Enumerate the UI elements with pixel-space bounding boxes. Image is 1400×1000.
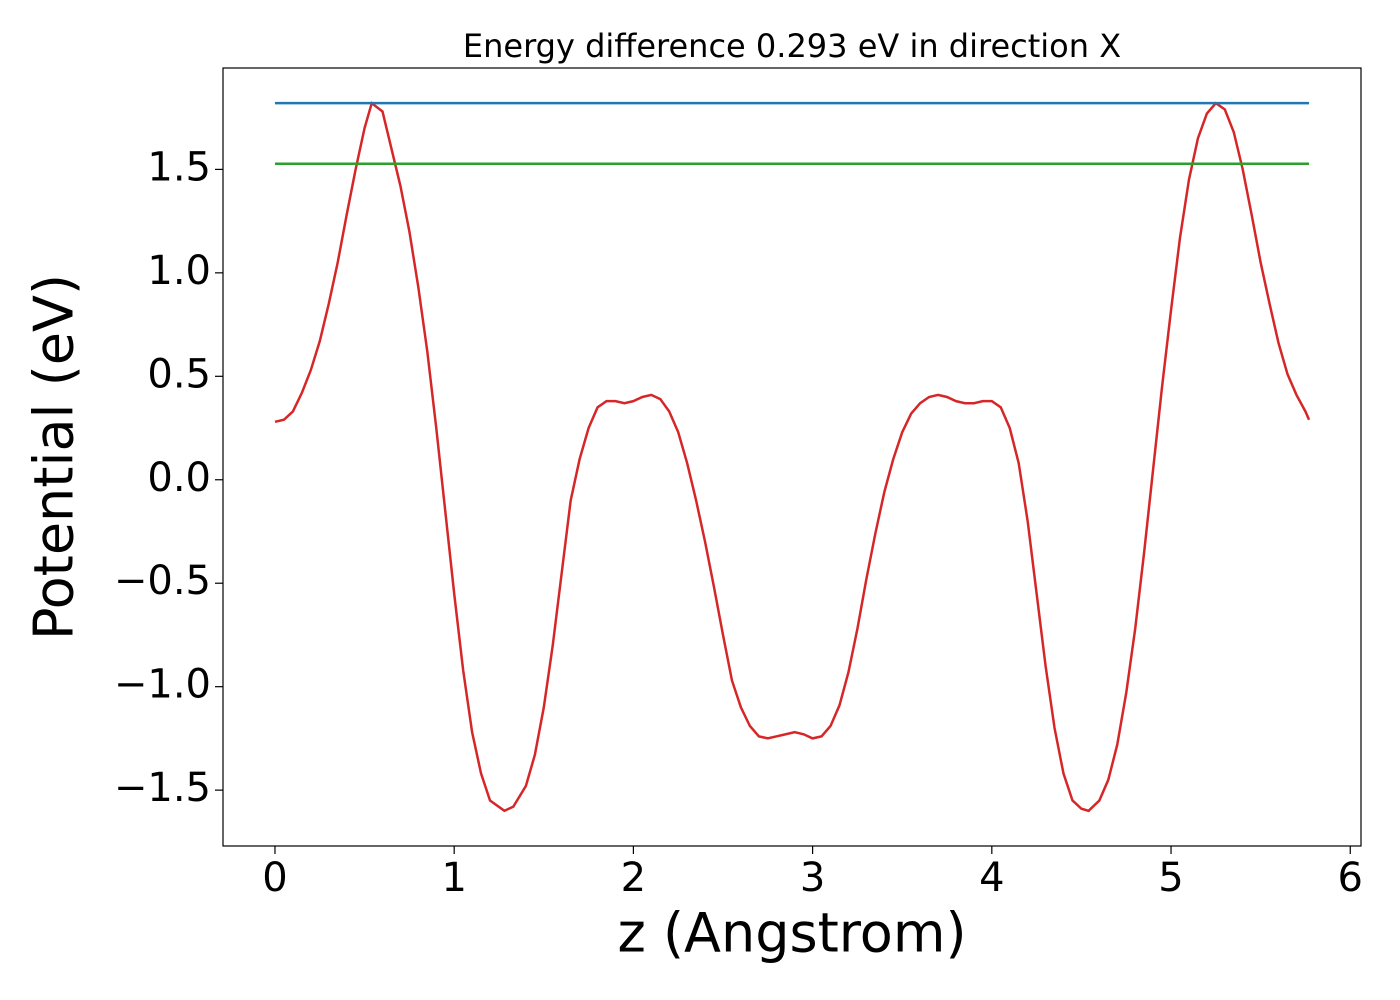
y-tick-label: −0.5 <box>114 558 211 604</box>
line-series <box>274 101 1311 813</box>
y-tick-label: 0.5 <box>147 351 211 397</box>
y-tick-label: −1.0 <box>114 662 211 708</box>
x-tick-label: 0 <box>262 855 287 901</box>
chart-title: Energy difference 0.293 eV in direction … <box>463 27 1121 65</box>
y-tick-label: 1.0 <box>147 248 211 294</box>
x-tick-label: 2 <box>621 855 646 901</box>
y-tick-label: −1.5 <box>114 765 211 811</box>
x-axis-label: z (Angstrom) <box>617 902 966 965</box>
y-tick-label: 1.5 <box>147 144 211 190</box>
x-tick-label: 1 <box>441 855 466 901</box>
y-tick-label: 0.0 <box>147 455 211 501</box>
x-tick-label: 5 <box>1158 855 1183 901</box>
x-tick-label: 6 <box>1338 855 1363 901</box>
plot-frame <box>222 67 1362 847</box>
x-tick-label: 3 <box>800 855 825 901</box>
x-tick-label: 4 <box>979 855 1004 901</box>
y-axis-label: Potential (eV) <box>23 274 86 640</box>
